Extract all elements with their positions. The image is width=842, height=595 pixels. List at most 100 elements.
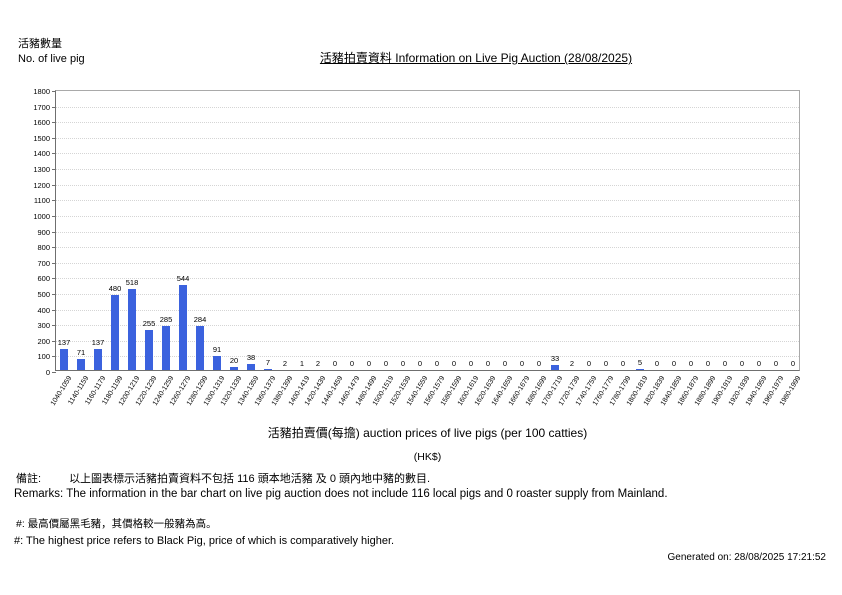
y-tick-label: 700: [37, 259, 50, 268]
bar-value-label: 0: [536, 359, 542, 368]
note-line-en: #: The highest price refers to Black Pig…: [14, 535, 395, 547]
bar: [128, 289, 136, 370]
y-tick-mark: [52, 325, 56, 326]
y-axis-title-en: No. of live pig: [18, 53, 85, 65]
bar: [145, 330, 153, 370]
y-tick-mark: [52, 263, 56, 264]
remark-text-zh: 以上圖表標示活豬拍賣資料不包括 116 頭本地活豬 及 0 頭內地中豬的數目.: [69, 473, 431, 485]
gridline: [56, 341, 799, 342]
bar-value-label: 0: [485, 359, 491, 368]
bar: [230, 367, 238, 370]
gridline: [56, 325, 799, 326]
y-tick-mark: [52, 232, 56, 233]
bar-value-label: 0: [434, 359, 440, 368]
bar-value-label: 0: [417, 359, 423, 368]
bar-value-label: 0: [519, 359, 525, 368]
bar-value-label: 137: [57, 338, 71, 347]
bar: [162, 326, 170, 370]
bar-value-label: 20: [229, 356, 239, 365]
bar-value-label: 284: [193, 315, 207, 324]
y-tick-mark: [52, 278, 56, 279]
bar-value-label: 480: [108, 284, 122, 293]
x-axis-labels: 1040-1059 1140-1159 1160-1179 1180-1199 1200…: [49, 371, 802, 423]
bar-value-label: 0: [654, 359, 660, 368]
gridline: [56, 185, 799, 186]
y-tick-label: 1400: [33, 149, 50, 158]
bar-value-label: 38: [246, 353, 256, 362]
remark-label-zh: 備註:: [16, 473, 42, 485]
y-tick-mark: [52, 372, 56, 373]
note-line-zh: #: 最高價屬黑毛豬，其價格較一般豬為高。: [16, 518, 217, 530]
y-tick-mark: [52, 122, 56, 123]
bar-value-label: 91: [212, 345, 222, 354]
gridline: [56, 278, 799, 279]
y-tick-mark: [52, 138, 56, 139]
bar-value-label: 0: [451, 359, 457, 368]
y-tick-mark: [52, 185, 56, 186]
gridline: [56, 169, 799, 170]
bar-value-label: 0: [349, 359, 355, 368]
bar: [60, 349, 68, 370]
bar-value-label: 0: [671, 359, 677, 368]
x-axis-unit: (HK$): [413, 451, 442, 463]
y-tick-label: 500: [37, 290, 50, 299]
y-tick-mark: [52, 356, 56, 357]
bar: [551, 365, 559, 370]
bar-value-label: 0: [468, 359, 474, 368]
gridline: [56, 310, 799, 311]
plot-area: 0 100 200 300 400 500 600 700 800 900 1000 1100 1200…: [33, 87, 800, 377]
gridline: [56, 107, 799, 108]
y-tick-mark: [52, 169, 56, 170]
y-tick-label: 100: [37, 352, 50, 361]
gridline: [56, 294, 799, 295]
y-tick-mark: [52, 153, 56, 154]
y-tick-label: 1000: [33, 212, 50, 221]
remark-line-en: Remarks: The information in the bar char…: [14, 488, 668, 500]
gridline: [56, 200, 799, 201]
y-tick-mark: [52, 91, 56, 92]
bar-value-label: 0: [383, 359, 389, 368]
bar: [111, 295, 119, 370]
bar-value-label: 0: [739, 359, 745, 368]
bar: [179, 285, 187, 370]
y-tick-mark: [52, 107, 56, 108]
bar-value-label: 33: [550, 354, 560, 363]
generated-timestamp: Generated on: 28/08/2025 17:21:52: [667, 552, 826, 563]
bar-value-label: 137: [91, 338, 105, 347]
gridline: [56, 216, 799, 217]
y-tick-label: 1300: [33, 165, 50, 174]
y-tick-mark: [52, 247, 56, 248]
bar: [196, 326, 204, 370]
bar-value-label: 0: [790, 359, 796, 368]
bar-value-label: 2: [569, 359, 575, 368]
gridline: [56, 153, 799, 154]
y-axis-title-zh: 活豬數量: [18, 38, 62, 50]
y-tick-mark: [52, 341, 56, 342]
gridline: [56, 122, 799, 123]
y-tick-label: 1600: [33, 118, 50, 127]
y-tick-label: 800: [37, 243, 50, 252]
gridline: [56, 356, 799, 357]
y-tick-mark: [52, 294, 56, 295]
bar-chart: 0 100 200 300 400 500 600 700 800 900 1000 1100 1200…: [33, 87, 802, 407]
bar-value-label: 0: [366, 359, 372, 368]
bar-value-label: 0: [603, 359, 609, 368]
bar-value-label: 5: [637, 358, 643, 367]
bar-value-label: 0: [586, 359, 592, 368]
y-tick-label: 400: [37, 306, 50, 315]
gridline: [56, 232, 799, 233]
bar-value-label: 0: [332, 359, 338, 368]
y-tick-label: 600: [37, 274, 50, 283]
y-tick-mark: [52, 216, 56, 217]
y-tick-label: 1700: [33, 103, 50, 112]
y-tick-label: 1500: [33, 134, 50, 143]
bar-value-label: 1: [299, 359, 305, 368]
bar-value-label: 0: [722, 359, 728, 368]
bar-value-label: 2: [315, 359, 321, 368]
gridline: [56, 247, 799, 248]
y-tick-mark: [52, 310, 56, 311]
bar-value-label: 518: [125, 278, 139, 287]
bar-value-label: 71: [76, 348, 86, 357]
x-axis-title: 活豬拍賣價(每擔) auction prices of live pigs (p…: [267, 426, 588, 440]
